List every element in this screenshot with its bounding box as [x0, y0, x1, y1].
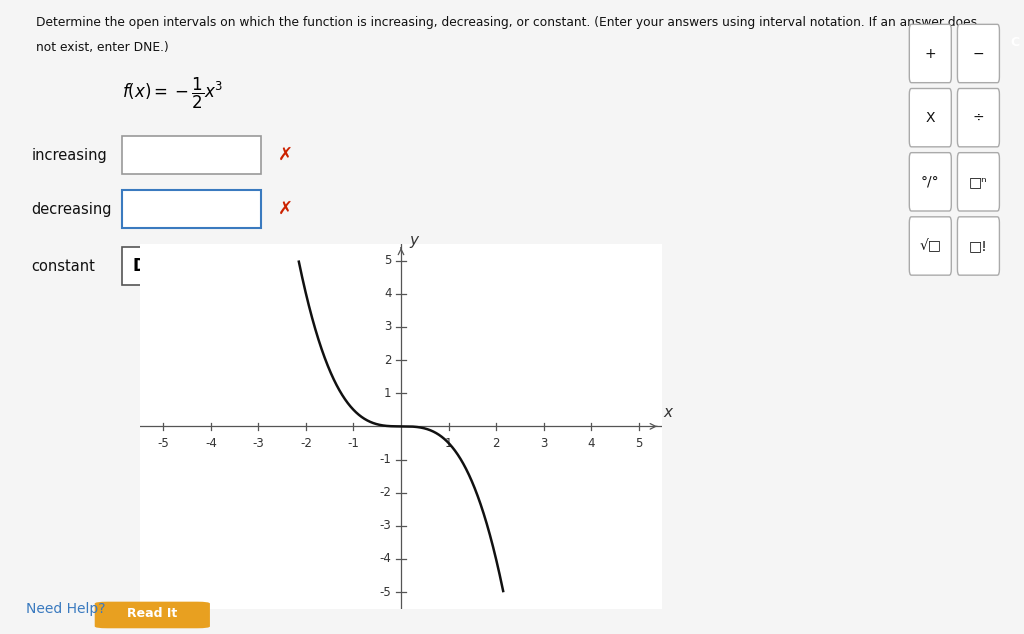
Text: ✗: ✗	[278, 146, 293, 164]
Text: y: y	[410, 233, 419, 248]
FancyBboxPatch shape	[122, 136, 261, 174]
Text: ÷: ÷	[973, 111, 984, 125]
FancyBboxPatch shape	[909, 89, 951, 147]
Text: -1: -1	[347, 437, 359, 450]
Text: ✗: ✗	[278, 200, 293, 218]
Text: √□: √□	[920, 239, 941, 253]
Text: +: +	[925, 46, 936, 60]
Text: 4: 4	[588, 437, 595, 450]
Text: 1: 1	[444, 437, 453, 450]
Text: x: x	[664, 405, 673, 420]
Text: -1: -1	[380, 453, 391, 466]
Text: decreasing: decreasing	[32, 202, 112, 217]
FancyBboxPatch shape	[909, 153, 951, 211]
Text: ✓: ✓	[278, 257, 293, 275]
Text: 2: 2	[384, 354, 391, 366]
Text: Determine the open intervals on which the function is increasing, decreasing, or: Determine the open intervals on which th…	[36, 16, 977, 29]
Text: □ⁿ: □ⁿ	[969, 175, 988, 189]
Text: Read It: Read It	[127, 607, 177, 619]
Text: -2: -2	[380, 486, 391, 499]
FancyBboxPatch shape	[957, 89, 999, 147]
FancyBboxPatch shape	[957, 153, 999, 211]
FancyBboxPatch shape	[122, 190, 261, 228]
Text: 3: 3	[540, 437, 547, 450]
Text: -5: -5	[158, 437, 169, 450]
Text: C: C	[1011, 36, 1019, 49]
Text: 3: 3	[384, 320, 391, 333]
Text: X: X	[926, 111, 935, 125]
FancyBboxPatch shape	[94, 602, 210, 628]
Text: not exist, enter DNE.): not exist, enter DNE.)	[36, 41, 169, 55]
Text: Need Help?: Need Help?	[26, 602, 105, 616]
Text: -3: -3	[380, 519, 391, 533]
Text: -5: -5	[380, 586, 391, 598]
FancyBboxPatch shape	[122, 247, 261, 285]
Text: 4: 4	[384, 287, 391, 301]
FancyBboxPatch shape	[957, 24, 999, 82]
FancyBboxPatch shape	[957, 217, 999, 275]
Text: □!: □!	[969, 239, 988, 253]
Text: DNE: DNE	[132, 257, 171, 275]
Text: −: −	[973, 46, 984, 60]
Text: -3: -3	[253, 437, 264, 450]
FancyBboxPatch shape	[909, 24, 951, 82]
Text: increasing: increasing	[32, 148, 108, 163]
Text: -4: -4	[205, 437, 217, 450]
Text: 2: 2	[493, 437, 500, 450]
FancyBboxPatch shape	[909, 217, 951, 275]
Text: -4: -4	[380, 552, 391, 566]
Text: 1: 1	[384, 387, 391, 399]
Text: $f(x) = -\dfrac{1}{2}x^3$: $f(x) = -\dfrac{1}{2}x^3$	[122, 76, 223, 112]
Text: °/°: °/°	[921, 175, 940, 189]
Text: 5: 5	[635, 437, 642, 450]
Text: -2: -2	[300, 437, 312, 450]
Text: constant: constant	[32, 259, 95, 274]
Text: 5: 5	[384, 254, 391, 267]
